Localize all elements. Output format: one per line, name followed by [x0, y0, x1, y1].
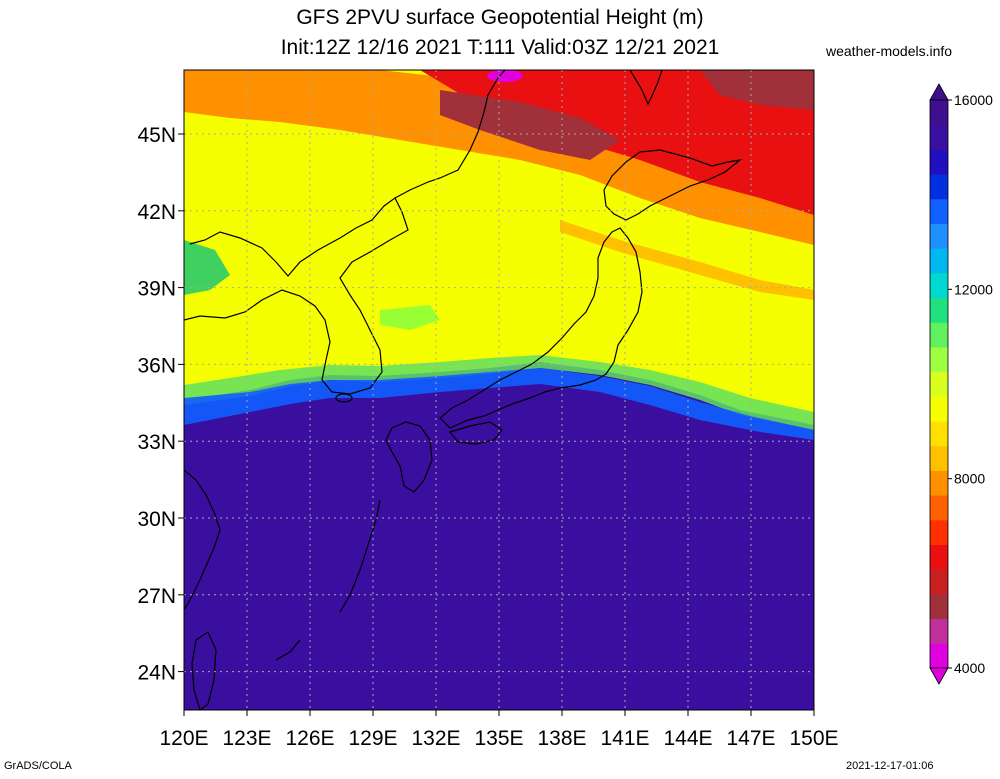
colorbar-swatch	[930, 223, 948, 249]
coast-hokkaido	[603, 149, 743, 221]
colorbar-label: 16000	[954, 92, 993, 108]
colorbar-swatch	[930, 346, 948, 373]
gridlines	[184, 70, 814, 710]
coast-korea-china	[184, 197, 409, 395]
colorbar-swatch	[930, 421, 948, 447]
coast-ryukyu	[275, 499, 381, 661]
colorbar-arrow-bottom	[929, 667, 949, 685]
coast-jeju	[335, 393, 353, 403]
colorbar-label: 4000	[954, 660, 985, 676]
colorbar-swatch	[930, 322, 948, 348]
colorbar-swatch	[930, 618, 948, 644]
field-orange-band	[184, 70, 814, 245]
coast-shikoku	[448, 421, 503, 445]
colorbar-label: 8000	[954, 471, 985, 487]
field-green-west	[184, 240, 230, 295]
tick-label-lat: 39N	[137, 278, 176, 301]
colorbar-swatch	[930, 272, 948, 299]
coast-kyushu	[385, 421, 433, 493]
tick-label-lon: 126E	[285, 727, 334, 750]
colorbar-swatch	[930, 544, 948, 570]
colorbar-swatch	[930, 643, 948, 669]
tick-label-lon: 135E	[474, 727, 523, 750]
tick-label-lat: 33N	[137, 431, 176, 454]
field-red-patch-east	[700, 70, 814, 110]
colorbar-swatch	[930, 593, 948, 620]
field-green-band	[184, 355, 814, 430]
tick-label-lon: 138E	[537, 727, 586, 750]
tick-label-lat: 36N	[137, 354, 176, 377]
footer-timestamp: 2021-12-17-01:06	[846, 760, 934, 772]
colorbar-swatch	[930, 198, 948, 224]
coast-russia	[394, 70, 506, 199]
colorbar-arrow-top	[929, 83, 949, 101]
colorbar: 16000 12000 8000 4000	[929, 83, 993, 685]
coast-china-south	[184, 469, 221, 611]
tick-label-lat: 45N	[137, 124, 176, 147]
colorbar-swatch	[930, 495, 948, 521]
tick-label-lon: 147E	[726, 727, 775, 750]
colorbar-swatch	[930, 124, 948, 150]
coastlines	[184, 70, 743, 710]
tick-label-lat: 30N	[137, 508, 176, 531]
tick-label-lat: 42N	[137, 201, 176, 224]
axis-labels: 120E 123E 126E 129E 132E 135E 138E 141E 144E 147E…	[137, 124, 838, 750]
field-green-korea	[380, 305, 440, 330]
tick-label-lon: 129E	[348, 727, 397, 750]
tick-label-lon: 144E	[663, 727, 712, 750]
map-title: GFS 2PVU surface Geopotential Height (m)	[296, 6, 704, 29]
tick-label-lat: 27N	[137, 585, 176, 608]
map-subtitle: Init:12Z 12/16 2021 T:111 Valid:03Z 12/2…	[280, 36, 720, 59]
footer-software: GrADS/COLA	[4, 760, 72, 772]
colorbar-swatch	[930, 519, 948, 546]
tick-label-lon: 123E	[222, 727, 271, 750]
coast-taiwan	[191, 631, 217, 710]
colorbar-swatch	[930, 371, 948, 397]
colorbar-swatch	[930, 174, 948, 200]
colorbar-swatch	[930, 100, 948, 126]
tick-label-lon: 132E	[411, 727, 460, 750]
colorbar-swatch	[930, 396, 948, 422]
colorbar-label: 12000	[954, 281, 993, 297]
credit-text: weather-models.info	[826, 43, 953, 59]
colorbar-swatch	[930, 297, 948, 323]
field-magenta-spot	[487, 70, 523, 82]
colorbar-swatch	[930, 470, 948, 496]
field-blue-edge	[184, 368, 814, 440]
tick-label-lat: 24N	[137, 662, 176, 685]
colorbar-swatch	[930, 445, 948, 471]
colorbar-swatch	[930, 248, 948, 274]
coast-honshu	[439, 227, 643, 429]
coast-sakhalin	[629, 70, 663, 106]
colorbar-swatch	[930, 569, 948, 595]
tick-label-lon: 120E	[159, 727, 208, 750]
tick-label-lon: 150E	[789, 727, 838, 750]
tick-label-lon: 141E	[600, 727, 649, 750]
colorbar-swatch	[930, 149, 948, 175]
